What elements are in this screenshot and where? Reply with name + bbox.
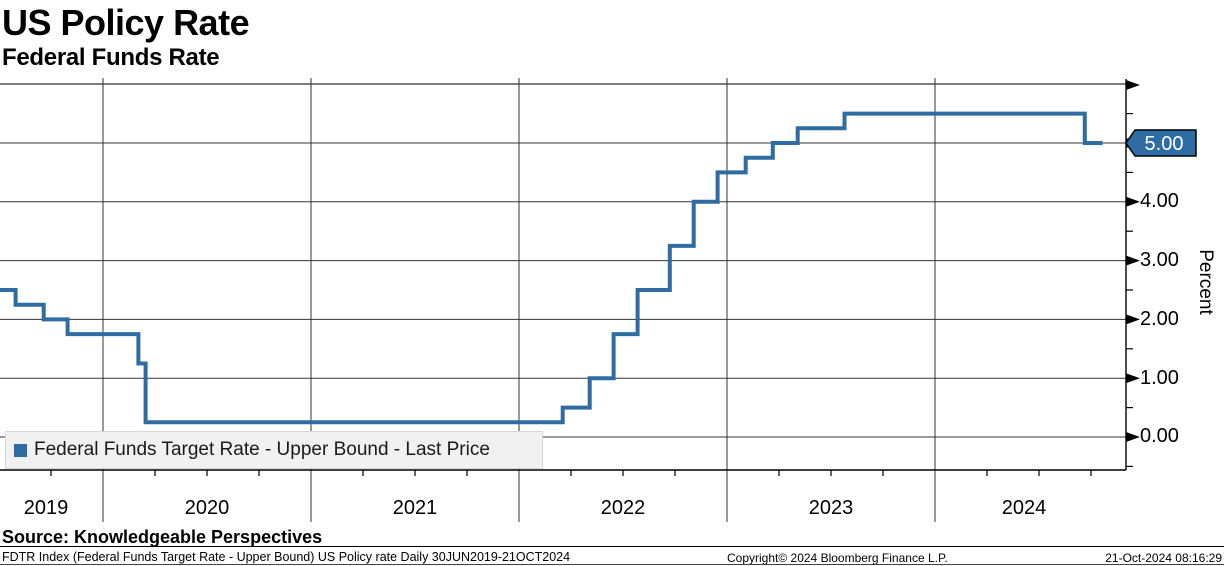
y-tick-label: 4.00 (1140, 190, 1179, 212)
footer-divider (0, 546, 1224, 547)
y-axis-title: Percent (1195, 249, 1216, 315)
x-tick-label: 2022 (600, 497, 646, 519)
legend: Federal Funds Target Rate - Upper Bound … (5, 431, 543, 469)
last-price-tag: 5.00 (1144, 133, 1184, 155)
footer-copyright: Copyright© 2024 Bloomberg Finance L.P. (727, 551, 948, 565)
y-tick-label: 0.00 (1140, 425, 1179, 447)
page-title: US Policy Rate (2, 2, 250, 43)
x-tick-label: 2020 (184, 497, 230, 519)
x-tick-label: 2024 (1001, 497, 1047, 519)
footer-timestamp: 21-Oct-2024 08:16:29 (1105, 551, 1222, 565)
y-tick-label: 1.00 (1140, 367, 1179, 389)
footer-ticker-description: FDTR Index (Federal Funds Target Rate - … (2, 550, 571, 564)
page-subtitle: Federal Funds Rate (2, 44, 220, 71)
source-line: Source: Knowledgeable Perspectives (2, 527, 323, 547)
y-tick-label: 3.00 (1140, 249, 1179, 271)
x-tick-label: 2023 (808, 497, 854, 519)
y-tick-label: 2.00 (1140, 308, 1179, 330)
x-tick-label: 2019 (23, 497, 69, 519)
bottom-divider (0, 564, 1224, 565)
x-tick-label: 2021 (392, 497, 438, 519)
legend-marker-icon (14, 443, 27, 457)
legend-label: Federal Funds Target Rate - Upper Bound … (34, 439, 490, 460)
